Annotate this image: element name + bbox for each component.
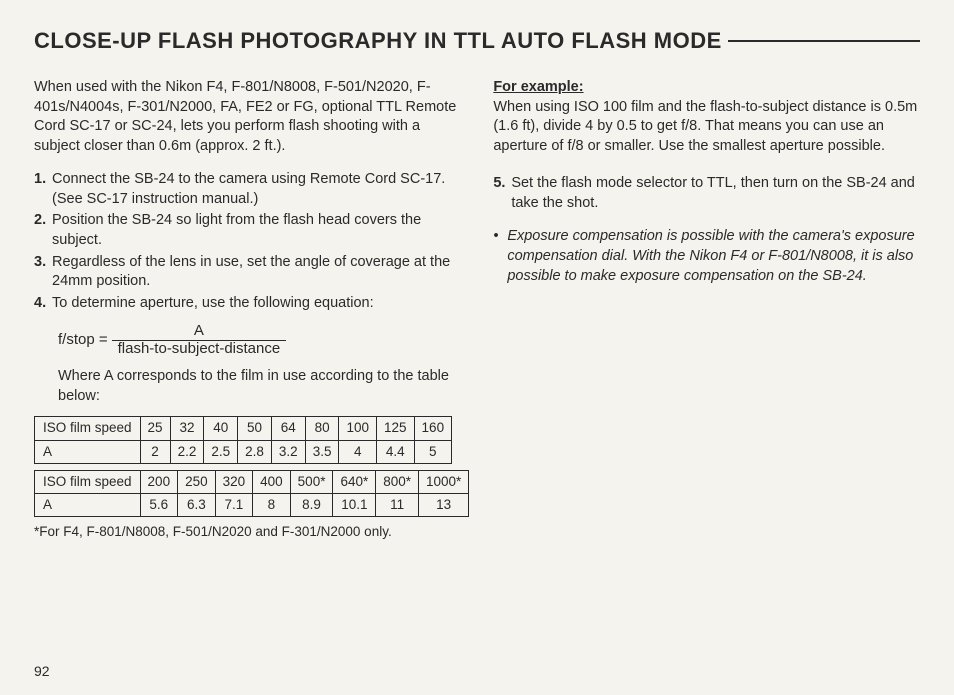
cell: 40: [204, 417, 238, 440]
cell: 50: [238, 417, 272, 440]
cell: 64: [271, 417, 305, 440]
cell: 2.5: [204, 440, 238, 463]
equation-numerator: A: [188, 323, 210, 340]
equation-lhs: f/stop =: [58, 330, 108, 350]
note-text: Exposure compensation is possible with t…: [507, 227, 920, 286]
cell: 200: [140, 470, 178, 493]
step-text: Connect the SB-24 to the camera using Re…: [52, 170, 469, 209]
intro-paragraph: When used with the Nikon F4, F-801/N8008…: [34, 78, 469, 156]
row-label: ISO film speed: [35, 470, 141, 493]
cell: 400: [253, 470, 291, 493]
cell: 2.8: [238, 440, 272, 463]
step-4: 4. To determine aperture, use the follow…: [34, 294, 469, 314]
step-text: Set the flash mode selector to TTL, then…: [511, 174, 920, 213]
title-row: CLOSE-UP FLASH PHOTOGRAPHY IN TTL AUTO F…: [34, 28, 920, 54]
cell: 800*: [376, 470, 419, 493]
where-text: Where A corresponds to the film in use a…: [58, 367, 469, 406]
cell: 5.6: [140, 493, 178, 516]
example-paragraph: For example: When using ISO 100 film and…: [493, 78, 920, 156]
step-text: Regardless of the lens in use, set the a…: [52, 253, 469, 292]
table-row: ISO film speed 200 250 320 400 500* 640*…: [35, 470, 469, 493]
table-row: A 5.6 6.3 7.1 8 8.9 10.1 11 13: [35, 493, 469, 516]
exposure-note: • Exposure compensation is possible with…: [493, 227, 920, 286]
title-rule: [728, 40, 920, 42]
table-footnote: *For F4, F-801/N8008, F-501/N2020 and F-…: [34, 523, 469, 541]
step-number: 3.: [34, 253, 52, 292]
step-1: 1. Connect the SB-24 to the camera using…: [34, 170, 469, 209]
row-label: A: [35, 493, 141, 516]
cell: 3.2: [271, 440, 305, 463]
content-columns: When used with the Nikon F4, F-801/N8008…: [34, 78, 920, 541]
bullet-icon: •: [493, 227, 507, 286]
cell: 8.9: [290, 493, 333, 516]
step-2: 2. Position the SB-24 so light from the …: [34, 211, 469, 250]
cell: 4.4: [377, 440, 415, 463]
page-number: 92: [34, 663, 50, 679]
cell: 6.3: [178, 493, 216, 516]
cell: 5: [414, 440, 452, 463]
example-body: When using ISO 100 film and the flash-to…: [493, 99, 917, 154]
table-row: ISO film speed 25 32 40 50 64 80 100 125…: [35, 417, 452, 440]
iso-table-2: ISO film speed 200 250 320 400 500* 640*…: [34, 470, 469, 517]
page-title: CLOSE-UP FLASH PHOTOGRAPHY IN TTL AUTO F…: [34, 28, 722, 54]
row-label: A: [35, 440, 141, 463]
step-number: 1.: [34, 170, 52, 209]
cell: 32: [170, 417, 204, 440]
cell: 11: [376, 493, 419, 516]
cell: 3.5: [305, 440, 339, 463]
step-3: 3. Regardless of the lens in use, set th…: [34, 253, 469, 292]
cell: 7.1: [215, 493, 253, 516]
step-text: Position the SB-24 so light from the fla…: [52, 211, 469, 250]
step-text: To determine aperture, use the following…: [52, 294, 469, 314]
cell: 100: [339, 417, 377, 440]
cell: 2.2: [170, 440, 204, 463]
iso-table-1: ISO film speed 25 32 40 50 64 80 100 125…: [34, 416, 452, 463]
cell: 640*: [333, 470, 376, 493]
cell: 80: [305, 417, 339, 440]
step-number: 2.: [34, 211, 52, 250]
equation-fraction: A flash-to-subject-distance: [112, 323, 287, 357]
row-label: ISO film speed: [35, 417, 141, 440]
cell: 125: [377, 417, 415, 440]
cell: 320: [215, 470, 253, 493]
cell: 2: [140, 440, 170, 463]
step-5: 5. Set the flash mode selector to TTL, t…: [493, 174, 920, 213]
cell: 25: [140, 417, 170, 440]
cell: 250: [178, 470, 216, 493]
table-row: A 2 2.2 2.5 2.8 3.2 3.5 4 4.4 5: [35, 440, 452, 463]
cell: 4: [339, 440, 377, 463]
step-number: 4.: [34, 294, 52, 314]
cell: 8: [253, 493, 291, 516]
cell: 1000*: [419, 470, 469, 493]
step-number: 5.: [493, 174, 511, 213]
equation-denominator: flash-to-subject-distance: [112, 341, 287, 358]
cell: 10.1: [333, 493, 376, 516]
cell: 500*: [290, 470, 333, 493]
left-column: When used with the Nikon F4, F-801/N8008…: [34, 78, 469, 541]
example-heading: For example:: [493, 79, 583, 95]
steps-list: 1. Connect the SB-24 to the camera using…: [34, 170, 469, 313]
aperture-equation: f/stop = A flash-to-subject-distance: [58, 323, 469, 357]
cell: 13: [419, 493, 469, 516]
right-column: For example: When using ISO 100 film and…: [493, 78, 920, 541]
cell: 160: [414, 417, 452, 440]
